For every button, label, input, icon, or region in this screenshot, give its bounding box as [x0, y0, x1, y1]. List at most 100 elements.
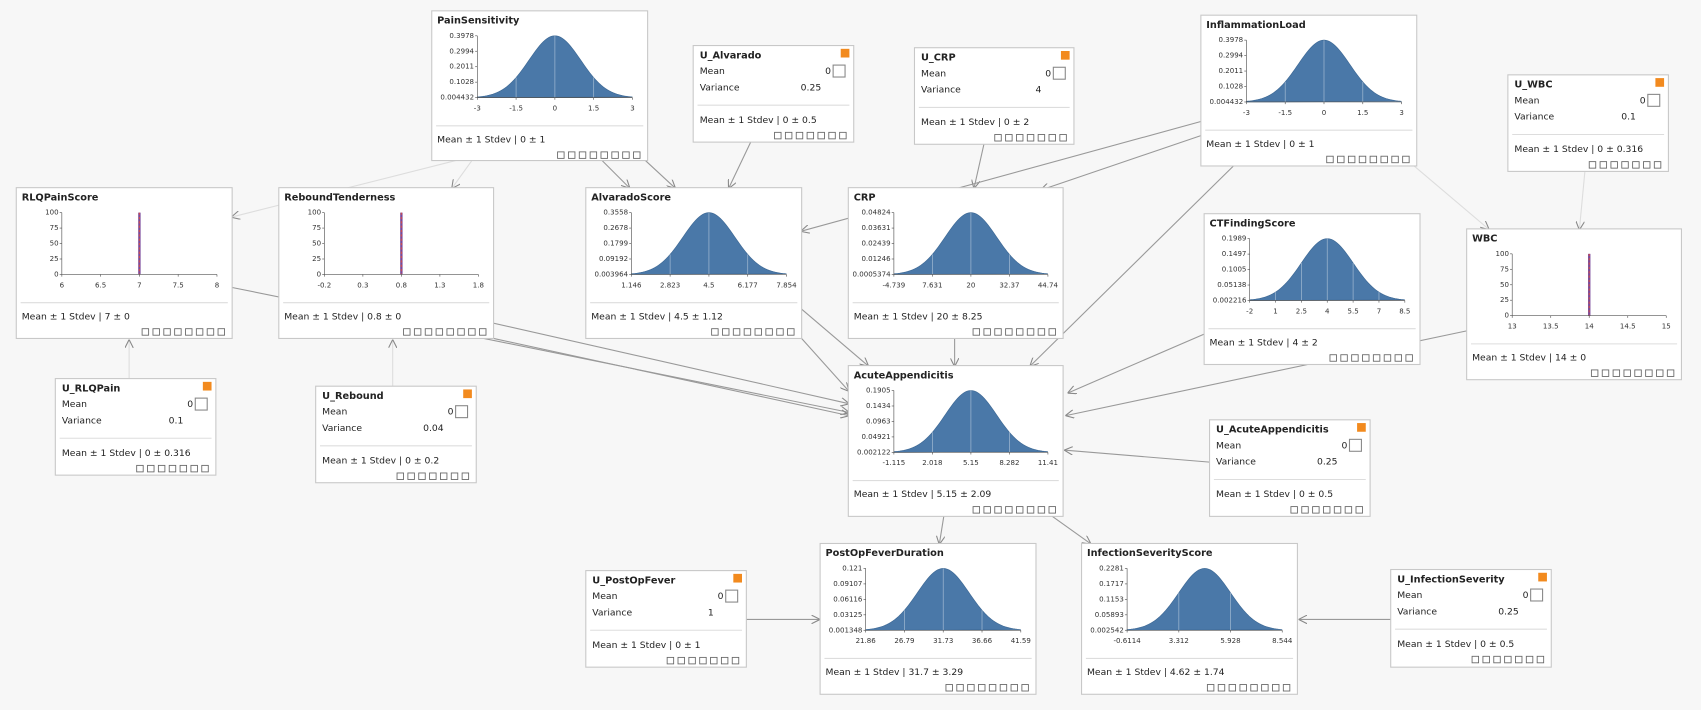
- toolbar-icon[interactable]: [568, 151, 576, 159]
- toolbar-icon[interactable]: [754, 328, 762, 336]
- toolbar-icon[interactable]: [677, 656, 685, 665]
- toolbar-icon[interactable]: [1344, 506, 1353, 514]
- toolbar-icon[interactable]: [972, 506, 981, 514]
- node-card[interactable]: U_Rebound Mean 0 Variance 0.04 Mean ± 1 Stdev…: [315, 385, 477, 484]
- toolbar-icon[interactable]: [457, 328, 465, 336]
- toolbar-icon[interactable]: [217, 328, 225, 336]
- toolbar-icon[interactable]: [1394, 354, 1402, 362]
- toolbar-icon[interactable]: [688, 656, 696, 665]
- toolbar-icon[interactable]: [1323, 506, 1331, 514]
- toolbar-icon[interactable]: [1623, 369, 1631, 377]
- toolbar-icon[interactable]: [1261, 684, 1269, 692]
- toolbar-icon[interactable]: [141, 328, 150, 336]
- node-card[interactable]: AcuteAppendicitis 0.1905 0.1434 0.0963 0.049…: [847, 365, 1064, 517]
- toolbar-icon[interactable]: [1402, 155, 1410, 164]
- toolbar-icon[interactable]: [1504, 655, 1512, 664]
- toolbar-icon[interactable]: [147, 464, 155, 473]
- toolbar-icon[interactable]: [1601, 369, 1610, 377]
- toolbar-icon[interactable]: [731, 656, 740, 665]
- toolbar-icon[interactable]: [1358, 155, 1367, 164]
- toolbar-icon[interactable]: [732, 328, 741, 336]
- toolbar-icon[interactable]: [1016, 134, 1024, 142]
- toolbar-icon[interactable]: [1383, 354, 1392, 362]
- toolbar-icon[interactable]: [1016, 506, 1024, 514]
- toolbar-icon[interactable]: [711, 328, 719, 336]
- toolbar-icon[interactable]: [429, 472, 437, 480]
- node-card[interactable]: PainSensitivity 0.3978 0.2994 0.2011 0.1028 0…: [431, 10, 649, 162]
- toolbar-icon[interactable]: [179, 464, 188, 473]
- node-card[interactable]: U_PostOpFever Mean 0 Variance 1 Mean ± 1 Stde…: [585, 570, 747, 668]
- toolbar-icon[interactable]: [795, 131, 804, 140]
- toolbar-icon[interactable]: [1326, 155, 1334, 164]
- toolbar-icon[interactable]: [828, 131, 836, 140]
- toolbar-icon[interactable]: [994, 506, 1002, 514]
- toolbar-icon[interactable]: [983, 506, 991, 514]
- toolbar-icon[interactable]: [1391, 155, 1399, 164]
- node-card[interactable]: U_CRP Mean 0 Variance 4 Mean ± 1 Stdev | 0 ± …: [913, 47, 1075, 145]
- toolbar-icon[interactable]: [1656, 369, 1664, 377]
- toolbar-icon[interactable]: [967, 684, 975, 692]
- toolbar-icon[interactable]: [1005, 328, 1013, 336]
- toolbar-icon[interactable]: [1405, 354, 1413, 362]
- toolbar-icon[interactable]: [988, 684, 997, 692]
- toolbar-icon[interactable]: [710, 656, 718, 665]
- toolbar-icon[interactable]: [1612, 369, 1621, 377]
- toolbar-icon[interactable]: [956, 684, 964, 692]
- node-card[interactable]: PostOpFeverDuration 0.121 0.09107 0.06116 0.…: [819, 542, 1037, 695]
- toolbar-icon[interactable]: [1026, 328, 1035, 336]
- toolbar-icon[interactable]: [983, 328, 991, 336]
- toolbar-icon[interactable]: [450, 472, 459, 480]
- toolbar-icon[interactable]: [1005, 134, 1013, 142]
- toolbar-icon[interactable]: [1621, 161, 1629, 169]
- toolbar-icon[interactable]: [1282, 684, 1291, 692]
- toolbar-icon[interactable]: [774, 131, 782, 140]
- toolbar-icon[interactable]: [1337, 155, 1345, 164]
- toolbar-icon[interactable]: [720, 656, 729, 665]
- toolbar-icon[interactable]: [1048, 328, 1056, 336]
- toolbar-icon[interactable]: [776, 328, 784, 336]
- toolbar-icon[interactable]: [1005, 506, 1013, 514]
- toolbar-icon[interactable]: [1037, 134, 1046, 142]
- mean-checkbox[interactable]: [1348, 438, 1362, 452]
- toolbar-icon[interactable]: [1048, 134, 1056, 142]
- toolbar-icon[interactable]: [787, 328, 795, 336]
- toolbar-icon[interactable]: [1026, 134, 1035, 142]
- toolbar-icon[interactable]: [435, 328, 444, 336]
- toolbar-icon[interactable]: [945, 684, 953, 692]
- toolbar-icon[interactable]: [168, 464, 177, 473]
- toolbar-icon[interactable]: [1347, 155, 1356, 164]
- node-card[interactable]: InflammationLoad 0.3978 0.2994 0.2011 0.1028…: [1200, 14, 1418, 167]
- toolbar-icon[interactable]: [1536, 655, 1545, 664]
- toolbar-icon[interactable]: [1355, 506, 1363, 514]
- toolbar-icon[interactable]: [578, 151, 587, 159]
- toolbar-icon[interactable]: [765, 328, 773, 336]
- toolbar-icon[interactable]: [806, 131, 815, 140]
- toolbar-icon[interactable]: [1037, 506, 1046, 514]
- node-card[interactable]: ReboundTenderness 100 75 50 25 0 -0.2 0.3 0.8 1.3…: [278, 187, 495, 340]
- toolbar-icon[interactable]: [1588, 161, 1597, 169]
- toolbar-icon[interactable]: [1599, 161, 1608, 169]
- node-card[interactable]: RLQPainScore 100 75 50 25 06 6.5 7 7.5 8 Mean ± 1 …: [15, 187, 233, 340]
- toolbar-icon[interactable]: [1369, 155, 1378, 164]
- toolbar-icon[interactable]: [1666, 369, 1675, 377]
- toolbar-icon[interactable]: [1048, 506, 1056, 514]
- toolbar-icon[interactable]: [699, 656, 707, 665]
- toolbar-icon[interactable]: [407, 472, 415, 480]
- toolbar-icon[interactable]: [1290, 506, 1298, 514]
- toolbar-icon[interactable]: [1026, 506, 1035, 514]
- toolbar-icon[interactable]: [1059, 134, 1067, 142]
- toolbar-icon[interactable]: [1021, 684, 1029, 692]
- toolbar-icon[interactable]: [1372, 354, 1381, 362]
- node-card[interactable]: U_RLQPain Mean 0 Variance 0.1 Mean ± 1 Stdev …: [54, 378, 217, 476]
- toolbar-icon[interactable]: [1610, 161, 1618, 169]
- node-card[interactable]: WBC 100 75 50 25 0 13 13.5 14 14.5 15 Mean ± 1 Stde…: [1466, 228, 1682, 381]
- toolbar-icon[interactable]: [403, 328, 411, 336]
- mean-checkbox[interactable]: [455, 405, 469, 419]
- mean-checkbox[interactable]: [1647, 93, 1661, 107]
- node-card[interactable]: U_AcuteAppendicitis Mean 0 Variance 0.25 Mean…: [1209, 419, 1371, 517]
- node-card[interactable]: InfectionSeverityScore 0.2281 0.1717 0.1153…: [1081, 542, 1298, 695]
- toolbar-icon[interactable]: [1333, 506, 1342, 514]
- toolbar-icon[interactable]: [1206, 684, 1215, 692]
- toolbar-icon[interactable]: [1351, 354, 1359, 362]
- toolbar-icon[interactable]: [1645, 369, 1653, 377]
